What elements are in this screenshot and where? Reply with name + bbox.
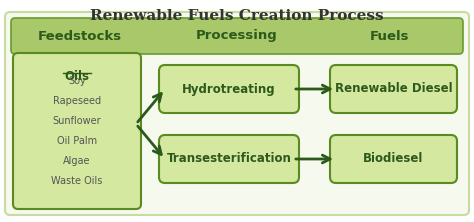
Text: Feedstocks: Feedstocks [38,30,122,42]
FancyBboxPatch shape [13,53,141,209]
Text: Biodiesel: Biodiesel [363,153,424,165]
Text: Renewable Diesel: Renewable Diesel [335,83,452,95]
Text: Sunflower: Sunflower [53,116,101,126]
FancyBboxPatch shape [330,65,457,113]
Text: Waste Oils: Waste Oils [51,176,103,186]
Text: Hydrotreating: Hydrotreating [182,83,276,95]
Text: Algae: Algae [63,156,91,166]
Text: Soy: Soy [68,76,86,86]
Text: Processing: Processing [196,30,278,42]
Text: Transesterification: Transesterification [166,153,292,165]
FancyBboxPatch shape [11,18,463,54]
Text: Rapeseed: Rapeseed [53,96,101,106]
FancyBboxPatch shape [159,65,299,113]
Text: Renewable Fuels Creation Process: Renewable Fuels Creation Process [90,9,384,23]
Text: Oils: Oils [64,70,90,83]
Text: Fuels: Fuels [370,30,410,42]
FancyBboxPatch shape [5,12,469,215]
FancyBboxPatch shape [330,135,457,183]
FancyBboxPatch shape [159,135,299,183]
Text: Oil Palm: Oil Palm [57,136,97,146]
